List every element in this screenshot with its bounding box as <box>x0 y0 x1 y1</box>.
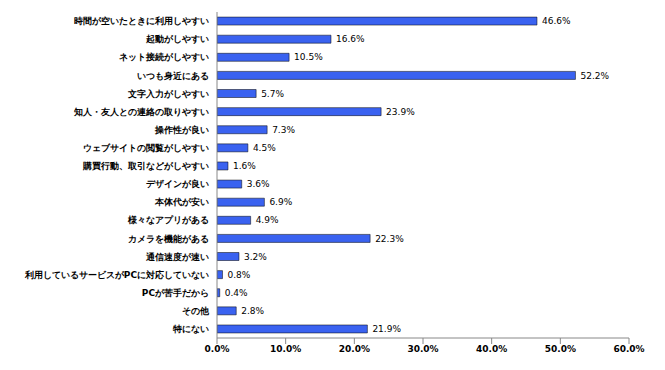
svg-text:10.5%: 10.5% <box>294 52 323 62</box>
svg-text:文字入力がしやすい: 文字入力がしやすい <box>127 89 209 99</box>
svg-text:60.0%: 60.0% <box>613 344 644 354</box>
svg-text:0.0%: 0.0% <box>205 344 230 354</box>
svg-text:40.0%: 40.0% <box>476 344 507 354</box>
svg-text:4.5%: 4.5% <box>253 143 276 153</box>
svg-text:3.2%: 3.2% <box>244 252 267 262</box>
svg-text:ウェブサイトの閲覧がしやすい: ウェブサイトの閲覧がしやすい <box>83 143 209 153</box>
svg-text:デザインが良い: デザインが良い <box>146 179 209 189</box>
svg-text:0.8%: 0.8% <box>227 270 250 280</box>
svg-text:50.0%: 50.0% <box>545 344 576 354</box>
svg-text:7.3%: 7.3% <box>272 125 295 135</box>
svg-text:特にない: 特にない <box>172 324 209 334</box>
svg-text:4.9%: 4.9% <box>256 215 279 225</box>
svg-text:20.0%: 20.0% <box>339 344 370 354</box>
svg-text:ネット接続がしやすい: ネット接続がしやすい <box>119 52 209 62</box>
svg-text:2.8%: 2.8% <box>241 306 264 316</box>
svg-text:21.9%: 21.9% <box>372 324 401 334</box>
svg-text:46.6%: 46.6% <box>542 16 571 26</box>
svg-text:時間が空いたときに利用しやすい: 時間が空いたときに利用しやすい <box>74 16 209 26</box>
svg-text:6.9%: 6.9% <box>269 197 292 207</box>
svg-text:操作性が良い: 操作性が良い <box>154 125 209 135</box>
svg-text:いつも身近にある: いつも身近にある <box>137 71 209 81</box>
svg-text:22.3%: 22.3% <box>375 234 404 244</box>
svg-text:30.0%: 30.0% <box>407 344 438 354</box>
svg-text:10.0%: 10.0% <box>270 344 301 354</box>
svg-text:知人・友人との連絡の取りやすい: 知人・友人との連絡の取りやすい <box>73 107 209 117</box>
svg-text:16.6%: 16.6% <box>336 34 365 44</box>
svg-text:起動がしやすい: 起動がしやすい <box>145 34 209 44</box>
svg-text:52.2%: 52.2% <box>580 71 609 81</box>
svg-text:カメラを機能がある: カメラを機能がある <box>128 234 209 244</box>
svg-text:購買行動、取引などがしやすい: 購買行動、取引などがしやすい <box>82 161 209 171</box>
svg-text:通信速度が速い: 通信速度が速い <box>145 252 209 262</box>
svg-text:23.9%: 23.9% <box>386 107 415 117</box>
svg-text:0.4%: 0.4% <box>225 288 248 298</box>
svg-text:様々なアプリがある: 様々なアプリがある <box>127 215 209 225</box>
svg-text:1.6%: 1.6% <box>233 161 256 171</box>
svg-text:5.7%: 5.7% <box>261 89 284 99</box>
svg-text:3.6%: 3.6% <box>247 179 270 189</box>
svg-text:本体代が安い: 本体代が安い <box>154 197 209 207</box>
svg-text:その他: その他 <box>182 306 210 316</box>
svg-text:利用しているサービスがPCに対応していない: 利用しているサービスがPCに対応していない <box>24 270 209 280</box>
svg-text:PCが苦手だから: PCが苦手だから <box>142 288 209 298</box>
